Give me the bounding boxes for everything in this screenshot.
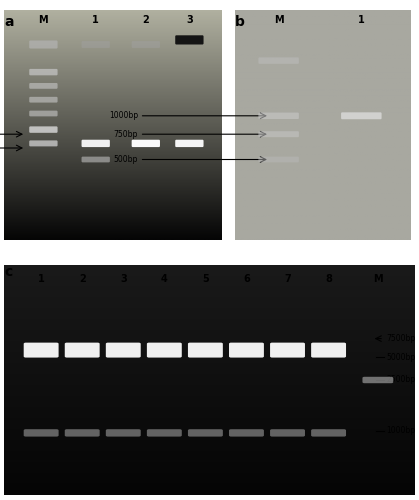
FancyBboxPatch shape bbox=[106, 342, 141, 357]
Text: 7500bp: 7500bp bbox=[386, 334, 415, 343]
FancyBboxPatch shape bbox=[229, 429, 264, 436]
Text: b: b bbox=[235, 15, 245, 29]
Text: 1000bp: 1000bp bbox=[109, 112, 138, 120]
Text: 750bp: 750bp bbox=[114, 130, 138, 138]
Text: 2: 2 bbox=[79, 274, 85, 284]
Text: 4: 4 bbox=[161, 274, 168, 284]
FancyBboxPatch shape bbox=[259, 131, 299, 137]
Text: 1: 1 bbox=[358, 14, 365, 24]
FancyBboxPatch shape bbox=[188, 342, 223, 357]
Text: 1000bp: 1000bp bbox=[386, 426, 415, 435]
Text: 500bp: 500bp bbox=[114, 155, 138, 164]
Text: 3: 3 bbox=[186, 14, 193, 24]
FancyBboxPatch shape bbox=[29, 40, 57, 48]
FancyBboxPatch shape bbox=[188, 429, 223, 436]
FancyBboxPatch shape bbox=[29, 83, 57, 89]
Text: 7: 7 bbox=[284, 274, 291, 284]
FancyBboxPatch shape bbox=[259, 156, 299, 162]
FancyBboxPatch shape bbox=[229, 342, 264, 357]
Text: 1: 1 bbox=[92, 14, 99, 24]
Text: M: M bbox=[274, 14, 283, 24]
Text: c: c bbox=[4, 265, 13, 279]
FancyBboxPatch shape bbox=[311, 342, 346, 357]
FancyBboxPatch shape bbox=[175, 140, 204, 147]
FancyBboxPatch shape bbox=[24, 429, 59, 436]
FancyBboxPatch shape bbox=[270, 342, 305, 357]
FancyBboxPatch shape bbox=[175, 36, 204, 44]
FancyBboxPatch shape bbox=[259, 112, 299, 119]
FancyBboxPatch shape bbox=[362, 377, 393, 383]
Text: 6: 6 bbox=[243, 274, 250, 284]
FancyBboxPatch shape bbox=[82, 156, 110, 162]
FancyBboxPatch shape bbox=[65, 429, 100, 436]
Text: a: a bbox=[4, 15, 14, 29]
Text: M: M bbox=[39, 14, 48, 24]
FancyBboxPatch shape bbox=[24, 342, 59, 357]
FancyBboxPatch shape bbox=[29, 110, 57, 116]
Text: 3: 3 bbox=[120, 274, 127, 284]
Text: 2500bp: 2500bp bbox=[386, 376, 415, 384]
FancyBboxPatch shape bbox=[341, 112, 382, 119]
FancyBboxPatch shape bbox=[29, 140, 57, 146]
FancyBboxPatch shape bbox=[270, 429, 305, 436]
FancyBboxPatch shape bbox=[29, 126, 57, 133]
FancyBboxPatch shape bbox=[82, 140, 110, 147]
Text: M: M bbox=[373, 274, 383, 284]
FancyBboxPatch shape bbox=[29, 97, 57, 102]
Text: 5000bp: 5000bp bbox=[386, 352, 415, 362]
FancyBboxPatch shape bbox=[311, 429, 346, 436]
FancyBboxPatch shape bbox=[132, 140, 160, 147]
FancyBboxPatch shape bbox=[147, 429, 182, 436]
FancyBboxPatch shape bbox=[82, 41, 110, 48]
Text: 8: 8 bbox=[325, 274, 332, 284]
FancyBboxPatch shape bbox=[259, 58, 299, 64]
FancyBboxPatch shape bbox=[132, 41, 160, 48]
Text: 2: 2 bbox=[142, 14, 149, 24]
Text: 1: 1 bbox=[38, 274, 44, 284]
Text: 5: 5 bbox=[202, 274, 209, 284]
FancyBboxPatch shape bbox=[106, 429, 141, 436]
FancyBboxPatch shape bbox=[147, 342, 182, 357]
FancyBboxPatch shape bbox=[65, 342, 100, 357]
FancyBboxPatch shape bbox=[29, 69, 57, 75]
